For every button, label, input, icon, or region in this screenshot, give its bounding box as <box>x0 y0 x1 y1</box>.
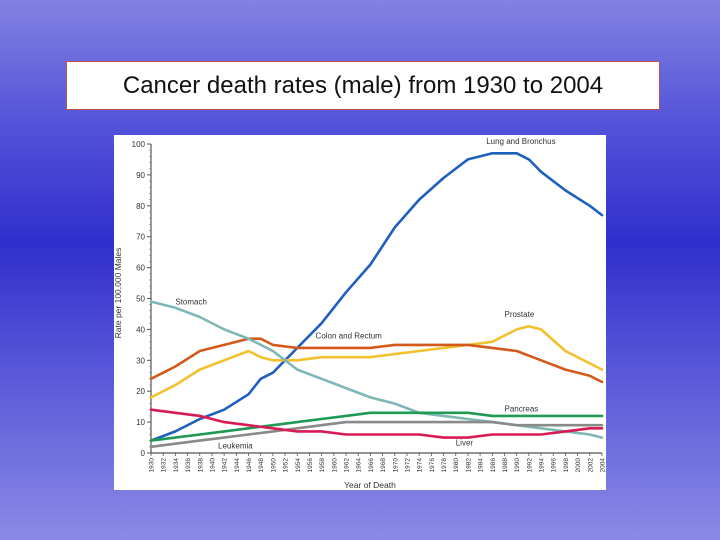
x-tick-label: 2004 <box>600 458 607 473</box>
y-tick-label: 70 <box>136 233 145 242</box>
chart-series-labels: Lung and Bronchus Stomach Prostate Colon an… <box>175 137 555 450</box>
x-tick-label: 1998 <box>563 458 570 473</box>
series-line-lung-and-bronchus <box>149 151 604 442</box>
series-label-liver: Liver <box>456 438 474 447</box>
x-tick-label: 1966 <box>368 458 375 473</box>
x-tick-label: 1950 <box>270 458 277 473</box>
y-axis-label: Rate per 100,000 Males <box>114 248 123 339</box>
series-line-leukemia <box>149 420 604 449</box>
series-label-lung-and-bronchus: Lung and Bronchus <box>486 137 555 146</box>
chart-panel: 0 10 20 30 40 50 60 70 80 90 100 1930 1932 1934 1936 19… <box>114 135 606 490</box>
series-line-colon-and-rectum <box>149 337 604 384</box>
x-tick-label: 1968 <box>380 458 387 473</box>
x-tick-label: 1988 <box>502 458 509 473</box>
x-tick-label: 1952 <box>283 458 290 473</box>
x-tick-label: 1964 <box>356 458 363 473</box>
x-tick-label: 1992 <box>526 458 533 473</box>
x-tick-label: 1944 <box>234 458 241 473</box>
y-tick-label: 80 <box>136 202 145 211</box>
x-tick-label: 1978 <box>441 458 448 473</box>
x-tick-label: 1956 <box>307 458 314 473</box>
x-tick-label: 1938 <box>197 458 204 473</box>
x-tick-label: 1982 <box>465 458 472 473</box>
x-tick-label: 1940 <box>209 458 216 473</box>
x-tick-label: 1970 <box>392 458 399 473</box>
series-line-prostate <box>149 325 604 399</box>
series-label-leukemia: Leukemia <box>218 441 253 450</box>
x-tick-label: 1932 <box>161 458 168 473</box>
y-tick-label: 40 <box>136 325 145 334</box>
x-tick-label: 1948 <box>258 458 265 473</box>
x-tick-label: 1954 <box>295 458 302 473</box>
series-label-stomach: Stomach <box>175 298 207 307</box>
title-box: Cancer death rates (male) from 1930 to 2… <box>66 61 660 110</box>
x-tick-label: 1962 <box>344 458 351 473</box>
chart-series <box>149 151 604 449</box>
x-tick-label: 1986 <box>490 458 497 473</box>
x-tick-label: 1980 <box>453 458 460 473</box>
x-tick-label: 1994 <box>539 458 546 473</box>
series-label-prostate: Prostate <box>504 310 534 319</box>
series-line-liver <box>149 408 604 439</box>
series-label-colon-and-rectum: Colon and Rectum <box>316 332 383 341</box>
x-tick-label: 1984 <box>478 458 485 473</box>
x-tick-label: 1958 <box>319 458 326 473</box>
x-tick-label: 1960 <box>331 458 338 473</box>
slide-title: Cancer death rates (male) from 1930 to 2… <box>122 71 604 99</box>
x-tick-label: 1942 <box>222 458 229 473</box>
x-tick-label: 1936 <box>185 458 192 473</box>
x-tick-label: 1990 <box>514 458 521 473</box>
series-line-pancreas <box>149 411 604 442</box>
line-chart: 0 10 20 30 40 50 60 70 80 90 100 1930 1932 1934 1936 19… <box>114 137 606 490</box>
x-tick-label: 2002 <box>587 458 594 473</box>
y-tick-label: 50 <box>136 295 145 304</box>
y-tick-label: 30 <box>136 356 145 365</box>
series-line-stomach <box>149 300 604 439</box>
x-tick-label: 1974 <box>417 458 424 473</box>
x-tick-label: 1930 <box>149 458 156 473</box>
x-tick-label: 2000 <box>575 458 582 473</box>
x-axis-label: Year of Death <box>344 480 396 490</box>
y-tick-label: 20 <box>136 387 145 396</box>
series-label-pancreas: Pancreas <box>504 404 538 413</box>
y-tick-label: 0 <box>141 449 146 458</box>
x-tick-label: 1934 <box>173 458 180 473</box>
y-tick-label: 10 <box>136 418 145 427</box>
y-tick-label: 60 <box>136 264 145 273</box>
y-tick-label: 100 <box>132 140 146 149</box>
x-tick-label: 1996 <box>551 458 558 473</box>
x-tick-label: 1946 <box>246 458 253 473</box>
y-tick-label: 90 <box>136 171 145 180</box>
chart-axes: 0 10 20 30 40 50 60 70 80 90 100 1930 1932 1934 1936 19… <box>132 140 606 472</box>
x-tick-label: 1976 <box>429 458 436 473</box>
x-tick-label: 1972 <box>404 458 411 473</box>
